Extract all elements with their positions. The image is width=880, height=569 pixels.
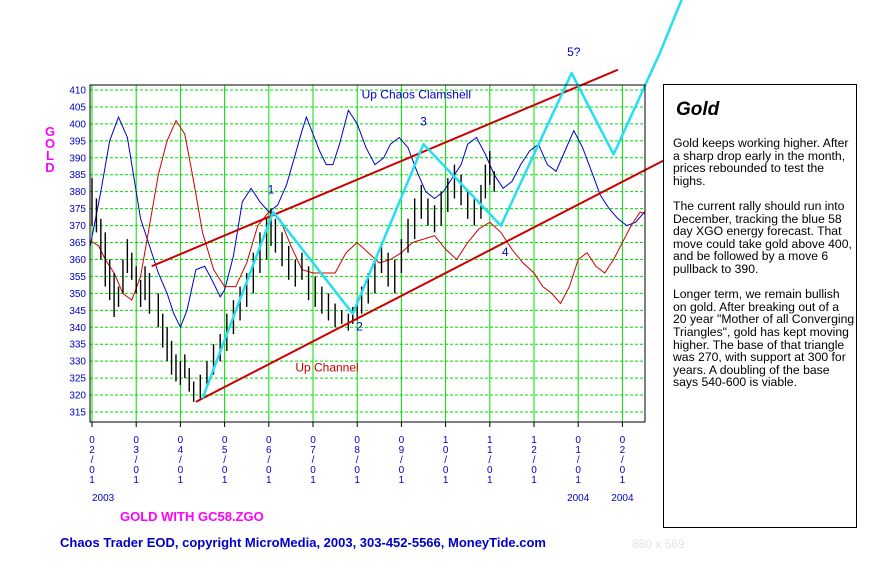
x-tick-label: 0 2/0 1: [620, 435, 626, 486]
chart-grid: [90, 85, 645, 422]
chart-axes: 315 320 325 330 335 340 345 350 355 360 365 370 375 3…: [45, 84, 646, 524]
channel-line-upper: [151, 68, 619, 268]
year-label: 2003: [92, 493, 115, 504]
x-tick-label: 1 2/0 1: [531, 435, 537, 486]
oscillator-line: [90, 119, 645, 305]
y-tick-label: 405: [69, 102, 86, 113]
y-tick-label: 315: [69, 408, 86, 419]
y-tick-label: 355: [69, 272, 86, 283]
chart-annotation: Up Chaos Clamshell: [362, 87, 471, 101]
commentary-text: Gold keeps working higher. After a sharp…: [673, 136, 855, 390]
year-label: 2004: [611, 493, 634, 504]
x-tick-label: 0 7/0 1: [310, 435, 316, 486]
y-tick-label: 410: [69, 86, 86, 97]
wave-label: 3: [420, 115, 427, 129]
y-tick-label: 385: [69, 170, 86, 181]
commentary-panel: Gold Gold keeps working higher. After a …: [663, 84, 857, 528]
wave-label: 5?: [567, 45, 581, 59]
wave-label: 2: [356, 320, 363, 334]
commentary-title: Gold: [676, 99, 720, 120]
y-tick-label: 380: [69, 187, 86, 198]
x-tick-label: 0 5/0 1: [222, 435, 228, 486]
x-tick-label: 1 0/0 1: [443, 435, 449, 486]
y-tick-label: 335: [69, 340, 86, 351]
energy-forecast-line: [90, 109, 645, 329]
y-tick-label: 350: [69, 289, 86, 300]
x-tick-label: 0 4/0 1: [178, 435, 184, 486]
plot-frame: [89, 84, 646, 423]
x-tick-label: 1 1/0 1: [487, 435, 493, 486]
chart-annotation: Up Channel: [295, 360, 358, 374]
x-tick-label: 0 6/0 1: [266, 435, 272, 486]
y-tick-label: 320: [69, 391, 86, 402]
y-tick-label: 390: [69, 153, 86, 164]
y-tick-label: 345: [69, 306, 86, 317]
wave-path: [201, 0, 683, 399]
y-tick-label: 400: [69, 119, 86, 130]
x-tick-label: 0 2/0 1: [89, 435, 95, 486]
channel-line-lower: [195, 150, 683, 403]
wave-label: 4: [502, 245, 509, 259]
y-tick-label: 325: [69, 374, 86, 385]
series-caption: GOLD WITH GC58.ZGO: [120, 509, 264, 524]
wave-label: 1: [268, 182, 275, 196]
x-tick-label: 0 9/0 1: [399, 435, 405, 486]
y-tick-label: 360: [69, 255, 86, 266]
y-tick-label: 365: [69, 238, 86, 249]
x-tick-label: 0 1/0 1: [575, 435, 581, 486]
image-dimensions: 880 x 569: [632, 537, 685, 551]
chart-overlays: 1 2 3 4 5? Up Chaos Clamshell Up Channel: [151, 0, 683, 403]
year-label: 2004: [567, 493, 590, 504]
plot-area: [90, 109, 645, 402]
y-tick-label: 375: [69, 204, 86, 215]
x-tick-label: 0 3/0 1: [133, 435, 139, 486]
y-tick-label: 395: [69, 136, 86, 147]
y-tick-label: 340: [69, 323, 86, 334]
y-tick-label: 330: [69, 357, 86, 368]
y-tick-label: 370: [69, 221, 86, 232]
x-tick-label: 0 8/0 1: [354, 435, 360, 486]
footer-copyright: Chaos Trader EOD, copyright MicroMedia, …: [60, 535, 546, 550]
